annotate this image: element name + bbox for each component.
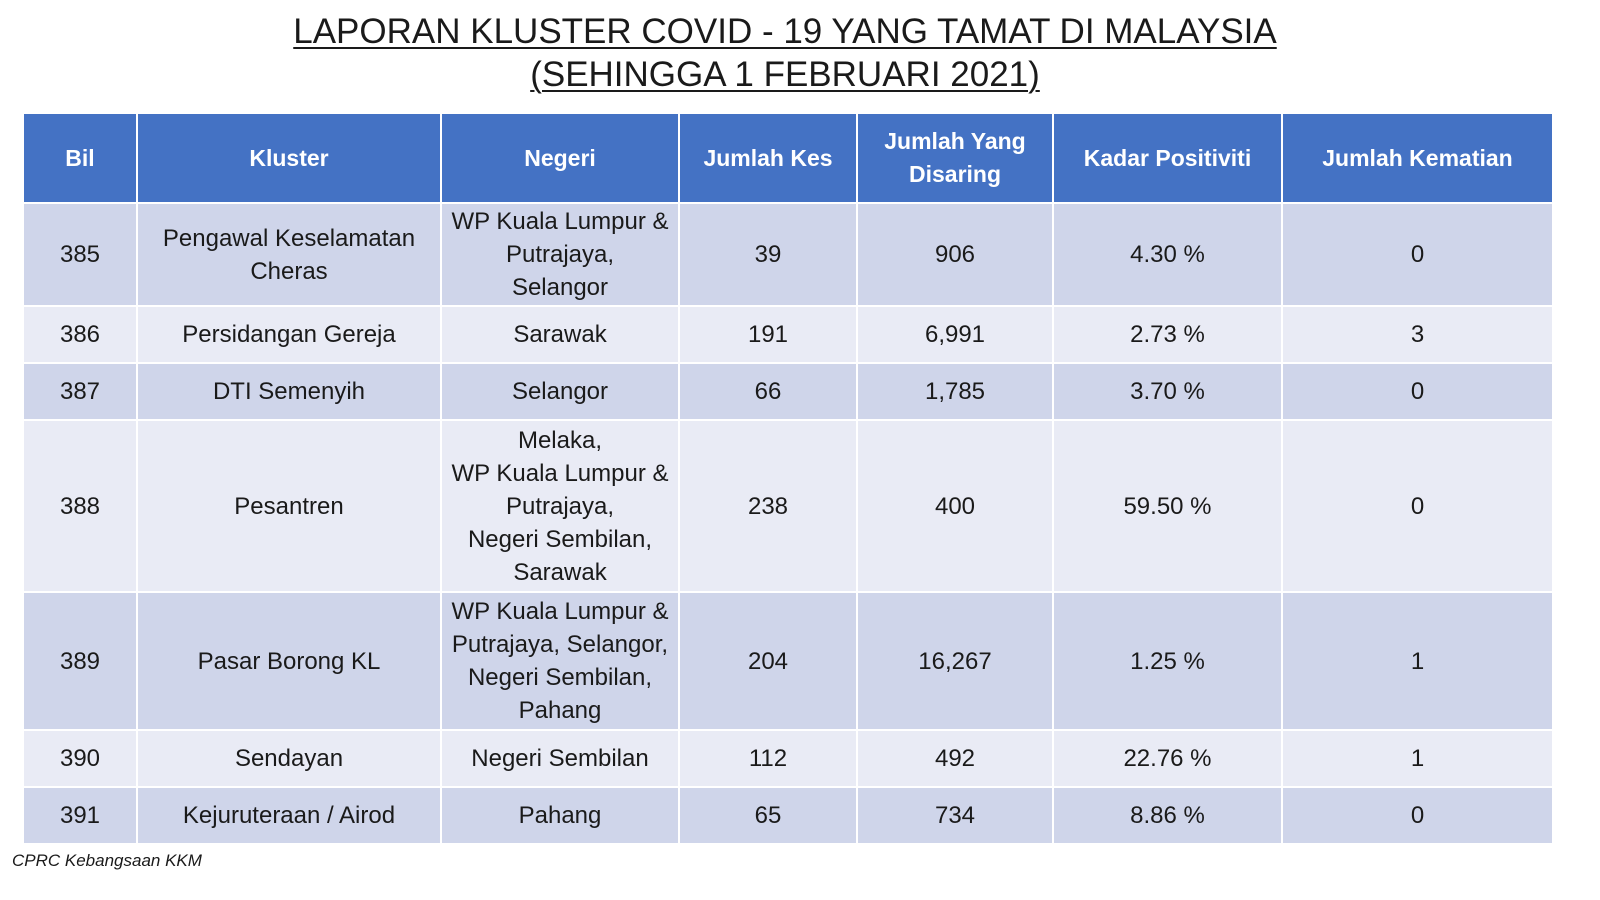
cell-jumlah-kes: 112 <box>678 729 858 788</box>
cell-jumlah-disaring: 16,267 <box>856 591 1054 731</box>
cell-jumlah-disaring: 906 <box>856 202 1054 307</box>
header-bil: Bil <box>22 112 138 204</box>
table-row: 391 Kejuruteraan / Airod Pahang 65 734 8… <box>22 786 1554 845</box>
cell-negeri: Negeri Sembilan <box>440 729 680 788</box>
cell-kadar-positiviti: 59.50 % <box>1052 419 1283 593</box>
source-footer: CPRC Kebangsaan KKM <box>12 851 202 870</box>
header-kluster: Kluster <box>136 112 442 204</box>
cell-jumlah-kes: 66 <box>678 362 858 421</box>
cell-negeri: Selangor <box>440 362 680 421</box>
cell-jumlah-kes: 238 <box>678 419 858 593</box>
cell-negeri: WP Kuala Lumpur & Putrajaya, Selangor <box>440 202 680 307</box>
cell-negeri: Melaka, WP Kuala Lumpur & Putrajaya, Neg… <box>440 419 680 593</box>
cell-jumlah-disaring: 6,991 <box>856 305 1054 364</box>
cell-negeri: Sarawak <box>440 305 680 364</box>
header-jumlah-disaring: Jumlah Yang Disaring <box>856 112 1054 204</box>
cell-jumlah-kematian: 0 <box>1281 419 1554 593</box>
cell-jumlah-kematian: 1 <box>1281 729 1554 788</box>
table-header-row: Bil Kluster Negeri Jumlah Kes Jumlah Yan… <box>22 112 1554 204</box>
cell-kluster: Sendayan <box>136 729 442 788</box>
table-row: 388 Pesantren Melaka, WP Kuala Lumpur & … <box>22 419 1554 593</box>
cell-jumlah-kematian: 0 <box>1281 202 1554 307</box>
cell-kluster: Kejuruteraan / Airod <box>136 786 442 845</box>
cell-jumlah-disaring: 1,785 <box>856 362 1054 421</box>
report-title-line2: (SEHINGGA 1 FEBRUARI 2021) <box>530 55 1040 94</box>
cell-jumlah-disaring: 400 <box>856 419 1054 593</box>
cell-jumlah-kematian: 1 <box>1281 591 1554 731</box>
cell-bil: 387 <box>22 362 138 421</box>
cell-jumlah-kes: 39 <box>678 202 858 307</box>
report-title: LAPORAN KLUSTER COVID - 19 YANG TAMAT DI… <box>0 10 1570 96</box>
cell-kadar-positiviti: 22.76 % <box>1052 729 1283 788</box>
cell-bil: 388 <box>22 419 138 593</box>
cell-bil: 386 <box>22 305 138 364</box>
cell-kadar-positiviti: 4.30 % <box>1052 202 1283 307</box>
cell-kadar-positiviti: 1.25 % <box>1052 591 1283 731</box>
cell-jumlah-kes: 204 <box>678 591 858 731</box>
header-jumlah-kes: Jumlah Kes <box>678 112 858 204</box>
cell-negeri: WP Kuala Lumpur & Putrajaya, Selangor, N… <box>440 591 680 731</box>
cell-jumlah-disaring: 492 <box>856 729 1054 788</box>
cell-bil: 391 <box>22 786 138 845</box>
cell-bil: 385 <box>22 202 138 307</box>
cell-kluster: DTI Semenyih <box>136 362 442 421</box>
table-row: 390 Sendayan Negeri Sembilan 112 492 22.… <box>22 729 1554 788</box>
cell-jumlah-kes: 191 <box>678 305 858 364</box>
cell-kadar-positiviti: 8.86 % <box>1052 786 1283 845</box>
cell-kluster: Pesantren <box>136 419 442 593</box>
cell-jumlah-disaring: 734 <box>856 786 1054 845</box>
header-jumlah-kematian: Jumlah Kematian <box>1281 112 1554 204</box>
cell-jumlah-kematian: 0 <box>1281 362 1554 421</box>
cell-kluster: Pasar Borong KL <box>136 591 442 731</box>
table-row: 389 Pasar Borong KL WP Kuala Lumpur & Pu… <box>22 591 1554 731</box>
cell-negeri: Pahang <box>440 786 680 845</box>
table-row: 386 Persidangan Gereja Sarawak 191 6,991… <box>22 305 1554 364</box>
cell-jumlah-kes: 65 <box>678 786 858 845</box>
table-row: 385 Pengawal Keselamatan Cheras WP Kuala… <box>22 202 1554 307</box>
cell-kluster: Persidangan Gereja <box>136 305 442 364</box>
cell-kluster: Pengawal Keselamatan Cheras <box>136 202 442 307</box>
cell-bil: 390 <box>22 729 138 788</box>
cell-jumlah-kematian: 0 <box>1281 786 1554 845</box>
cluster-table: Bil Kluster Negeri Jumlah Kes Jumlah Yan… <box>22 112 1554 845</box>
cell-jumlah-kematian: 3 <box>1281 305 1554 364</box>
header-negeri: Negeri <box>440 112 680 204</box>
cell-kadar-positiviti: 3.70 % <box>1052 362 1283 421</box>
cell-bil: 389 <box>22 591 138 731</box>
cell-kadar-positiviti: 2.73 % <box>1052 305 1283 364</box>
report-title-line1: LAPORAN KLUSTER COVID - 19 YANG TAMAT DI… <box>293 12 1277 51</box>
header-kadar-positiviti: Kadar Positiviti <box>1052 112 1283 204</box>
table-row: 387 DTI Semenyih Selangor 66 1,785 3.70 … <box>22 362 1554 421</box>
